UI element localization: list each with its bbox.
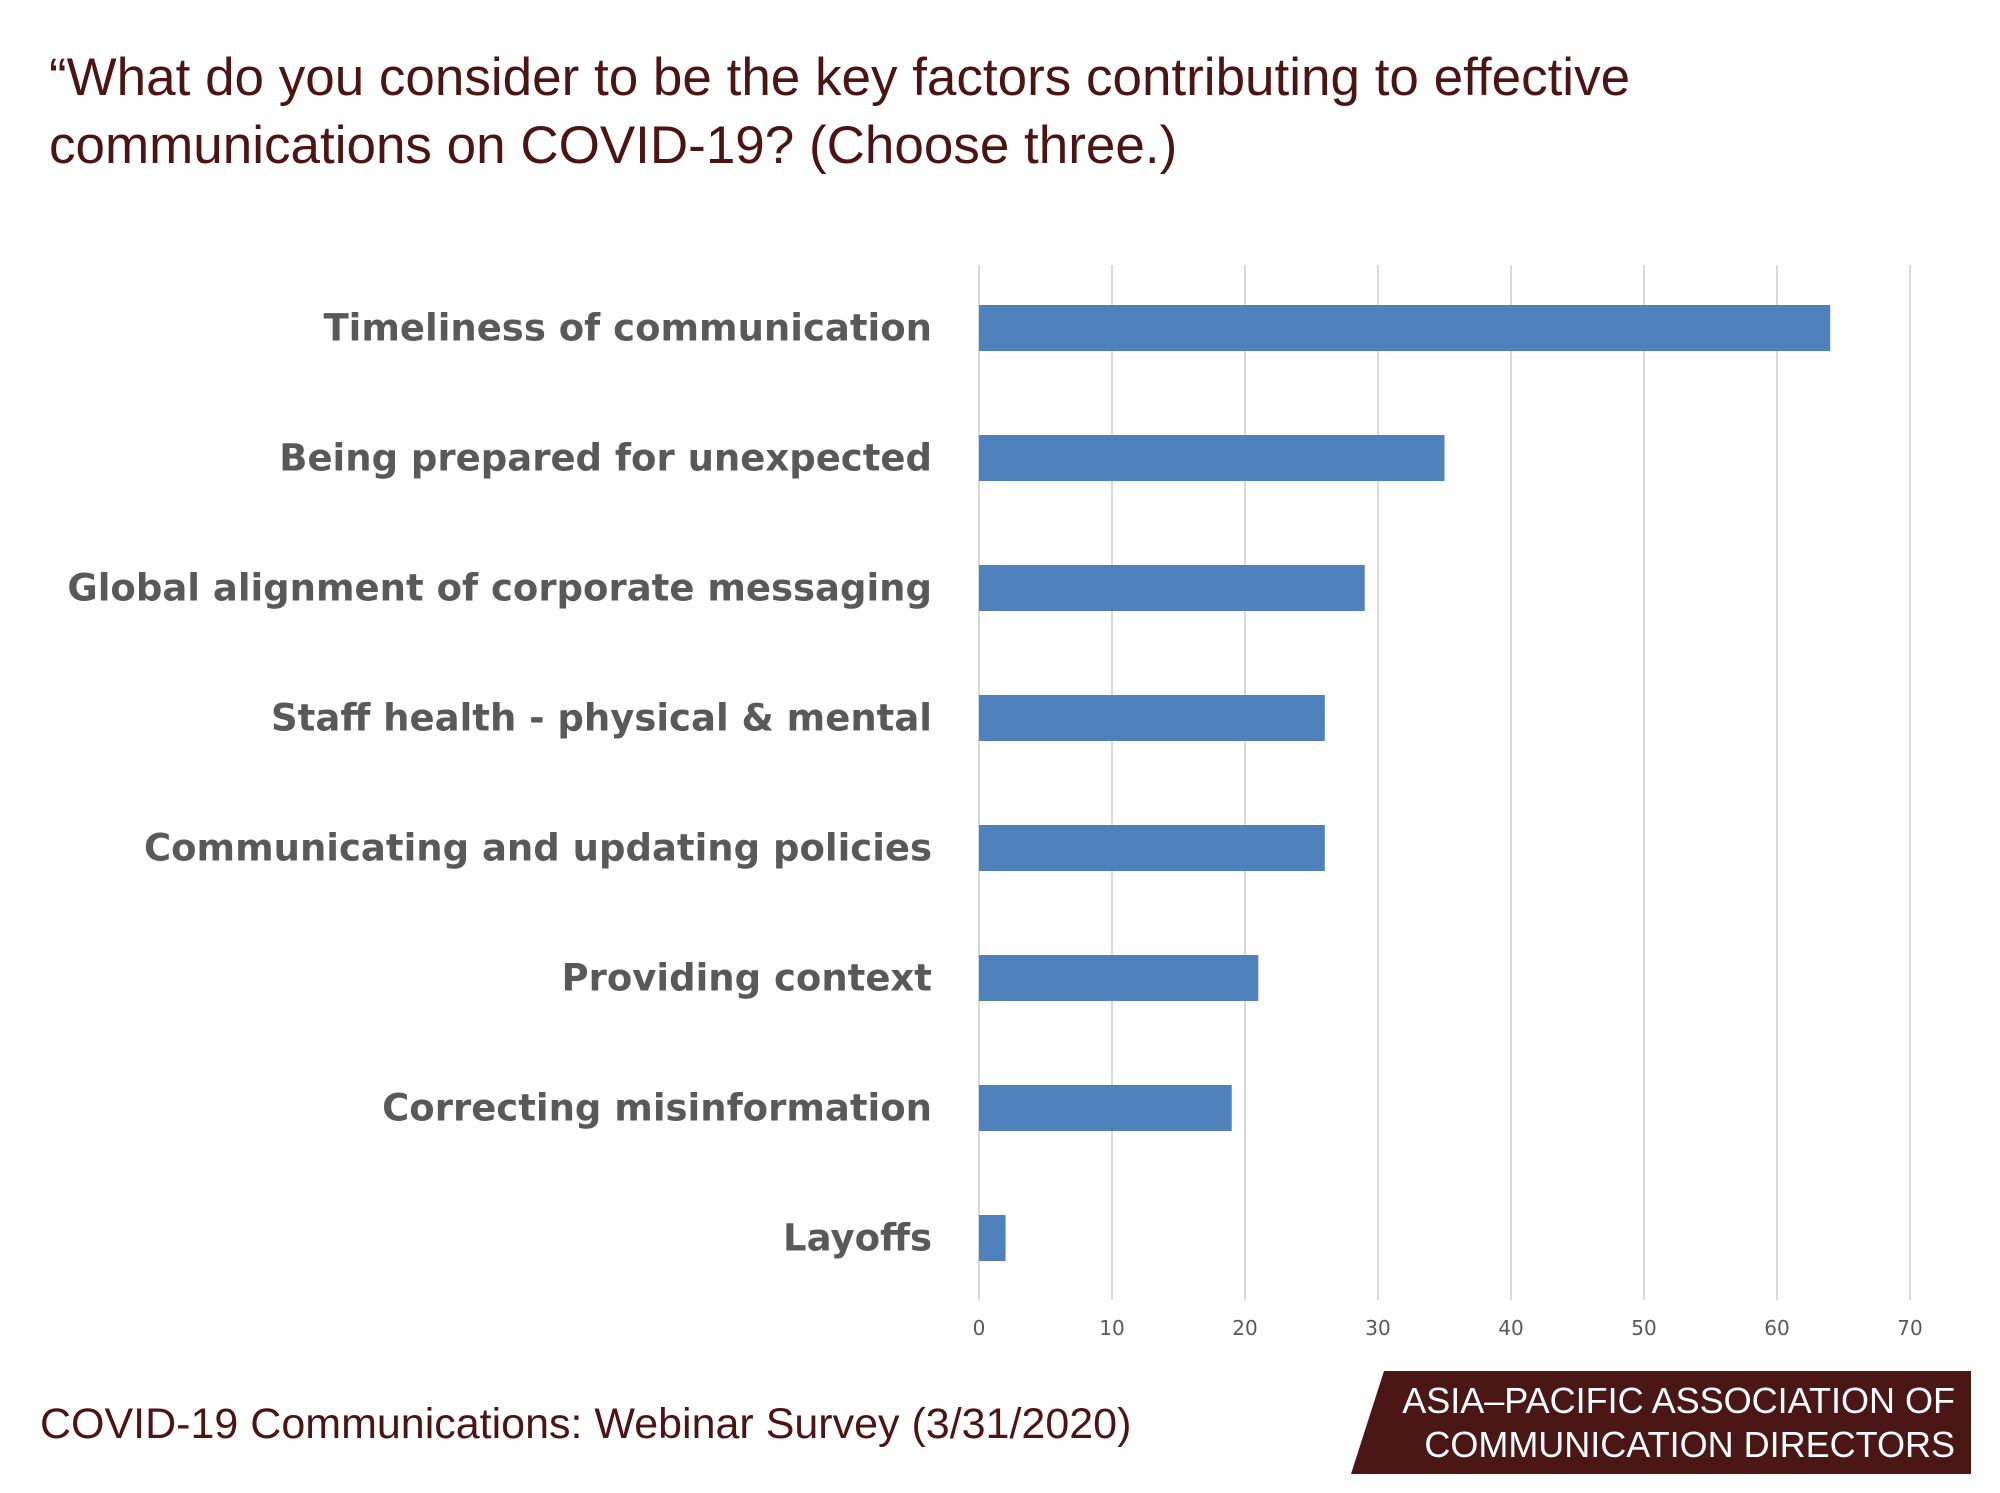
bar — [979, 1085, 1232, 1131]
association-logo-banner: ASIA–PACIFIC ASSOCIATION OF COMMUNICATIO… — [1351, 1371, 1971, 1474]
chart-title: “What do you consider to be the key fact… — [49, 48, 1631, 175]
bar — [979, 565, 1365, 611]
category-label: Layoffs — [783, 1217, 932, 1260]
bar — [979, 435, 1445, 481]
bars — [979, 305, 1831, 1261]
gridlines — [978, 265, 1911, 1300]
x-tick-label: 50 — [1631, 1316, 1656, 1340]
bar — [979, 1215, 1006, 1261]
bar — [979, 305, 1831, 351]
brand-line-2: COMMUNICATION DIRECTORS — [1424, 1424, 1955, 1465]
bar — [979, 825, 1325, 871]
x-tick-label: 60 — [1764, 1316, 1789, 1340]
category-label: Timeliness of communication — [323, 307, 932, 350]
x-tick-label: 20 — [1232, 1316, 1257, 1340]
category-label: Being prepared for unexpected — [279, 437, 932, 480]
x-tick-label: 10 — [1099, 1316, 1124, 1340]
bar — [979, 955, 1259, 1001]
category-label: Global alignment of corporate messaging — [67, 567, 932, 610]
x-tick-label: 0 — [973, 1316, 986, 1340]
category-label: Providing context — [562, 957, 933, 1000]
x-tick-label: 40 — [1498, 1316, 1523, 1340]
x-tick-label: 70 — [1897, 1316, 1922, 1340]
category-label: Communicating and updating policies — [144, 827, 932, 870]
survey-source-caption: COVID-19 Communications: Webinar Survey … — [40, 1400, 1132, 1448]
bar — [979, 695, 1325, 741]
category-label: Correcting misinformation — [382, 1087, 932, 1130]
category-label: Staff health - physical & mental — [271, 697, 932, 740]
x-axis-tick-labels: 0 10 20 30 40 50 60 70 — [973, 1316, 1923, 1340]
category-labels: Timeliness of communication Being prepare… — [67, 307, 932, 1260]
x-tick-label: 30 — [1365, 1316, 1390, 1340]
brand-line-1: ASIA–PACIFIC ASSOCIATION OF — [1402, 1380, 1955, 1421]
